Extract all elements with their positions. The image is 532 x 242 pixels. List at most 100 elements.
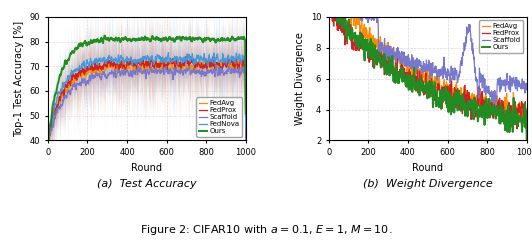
Legend: FedAvg, FedProx, Scaffold, FedNova, Ours: FedAvg, FedProx, Scaffold, FedNova, Ours [196, 97, 242, 137]
Scaffold [487, 94, 494, 97]
FedProx [326, 55, 332, 58]
FedProx [243, 136, 249, 139]
Ours [57, 73, 63, 76]
Line: Ours: Ours [48, 36, 246, 188]
Scaffold [57, 106, 63, 109]
Legend: FedAvg, FedProx, Scaffold, Ours: FedAvg, FedProx, Scaffold, Ours [479, 20, 523, 53]
Y-axis label: Weight Divergence: Weight Divergence [295, 32, 305, 125]
FedNova [45, 178, 51, 181]
Scaffold [233, 70, 239, 73]
FedAvg [514, 113, 520, 116]
FedProx [501, 113, 507, 116]
Scaffold [338, 15, 344, 18]
Ours [243, 113, 249, 116]
FedProx [210, 55, 217, 58]
Y-axis label: Top-1 Test Accuracy [%]: Top-1 Test Accuracy [%] [14, 21, 24, 137]
Line: FedProx: FedProx [48, 57, 246, 183]
Scaffold [45, 182, 51, 184]
Line: Scaffold: Scaffold [48, 65, 246, 183]
Scaffold [85, 82, 91, 85]
FedProx [326, 15, 332, 18]
FedAvg [501, 110, 507, 113]
Ours [338, 21, 344, 24]
Scaffold [480, 74, 486, 76]
Ours [85, 43, 91, 45]
FedNova [85, 61, 91, 64]
Ours [487, 113, 494, 116]
FedAvg [139, 58, 145, 61]
Ours [101, 34, 107, 37]
Ours [514, 115, 520, 118]
FedAvg [338, 15, 344, 18]
FedAvg [206, 64, 213, 67]
FedNova [233, 52, 239, 55]
Text: (b)  Weight Divergence: (b) Weight Divergence [363, 179, 493, 189]
FedProx [220, 62, 226, 65]
Text: Figure 2: CIFAR10 with $a = 0.1$, $E = 1$, $M = 10$.: Figure 2: CIFAR10 with $a = 0.1$, $E = 1… [140, 223, 392, 237]
Scaffold [523, 88, 530, 91]
FedAvg [326, 15, 332, 18]
FedAvg [326, 42, 332, 45]
FedAvg [45, 177, 51, 180]
FedNova [206, 56, 213, 59]
FedNova [220, 54, 226, 57]
Line: FedProx: FedProx [329, 17, 527, 132]
FedProx [199, 64, 205, 67]
Scaffold [514, 89, 521, 92]
X-axis label: Round: Round [412, 163, 443, 173]
FedAvg [487, 114, 494, 117]
FedNova [57, 91, 63, 94]
Scaffold [220, 69, 226, 72]
Scaffold [501, 84, 508, 87]
FedAvg [57, 102, 63, 105]
FedAvg [523, 131, 530, 134]
Scaffold [199, 70, 205, 73]
Text: (a)  Test Accuracy: (a) Test Accuracy [97, 179, 197, 189]
Scaffold [243, 138, 249, 141]
Scaffold [213, 63, 219, 66]
Line: FedNova: FedNova [48, 53, 246, 180]
FedProx [45, 182, 51, 184]
FedAvg [85, 70, 91, 73]
FedProx [233, 58, 239, 61]
Ours [206, 38, 213, 40]
FedProx [206, 64, 212, 67]
Ours [233, 38, 239, 41]
Line: Ours: Ours [329, 17, 527, 140]
Ours [220, 38, 226, 41]
FedProx [57, 97, 63, 99]
Line: FedAvg: FedAvg [329, 17, 527, 132]
Ours [199, 39, 205, 42]
FedNova [199, 58, 205, 61]
FedProx [523, 130, 530, 133]
Ours [326, 15, 332, 18]
FedAvg [233, 65, 239, 68]
FedAvg [480, 105, 486, 107]
Ours [523, 139, 530, 142]
Line: Scaffold: Scaffold [329, 17, 527, 105]
FedProx [338, 22, 344, 24]
FedAvg [366, 30, 372, 33]
FedProx [480, 107, 486, 110]
FedProx [487, 107, 494, 110]
FedNova [165, 51, 171, 54]
Scaffold [493, 103, 499, 106]
FedNova [243, 127, 249, 129]
Ours [326, 56, 332, 59]
Line: FedAvg: FedAvg [48, 60, 246, 178]
Ours [366, 45, 372, 48]
FedProx [366, 61, 372, 64]
Ours [501, 122, 507, 125]
Ours [45, 187, 51, 189]
Scaffold [326, 75, 332, 78]
Scaffold [206, 71, 212, 74]
Ours [480, 109, 486, 112]
FedProx [514, 116, 520, 119]
Scaffold [326, 15, 332, 18]
FedAvg [220, 60, 226, 63]
Scaffold [366, 17, 372, 20]
FedAvg [243, 132, 249, 135]
FedProx [85, 68, 91, 70]
X-axis label: Round: Round [131, 163, 162, 173]
FedAvg [199, 65, 205, 68]
